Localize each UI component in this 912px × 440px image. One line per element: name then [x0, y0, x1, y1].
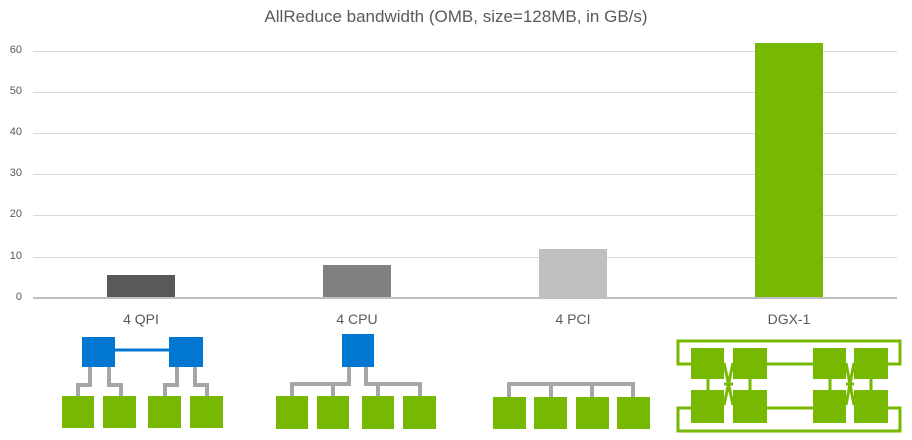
- gpu-icon: [691, 348, 724, 379]
- gpu-icon: [534, 397, 567, 429]
- gpu-icon: [813, 348, 846, 379]
- gpu-icon: [493, 397, 526, 429]
- gpu-icon: [403, 396, 436, 429]
- gpu-icon: [317, 396, 349, 429]
- cpu-icon: [82, 337, 115, 367]
- y-tick-50: 50: [9, 85, 22, 97]
- y-tick-20: 20: [9, 208, 22, 220]
- gridline-30: [33, 174, 897, 175]
- gridline-50: [33, 92, 897, 93]
- gpu-icon: [576, 397, 609, 429]
- y-tick-40: 40: [9, 126, 22, 138]
- gpu-icon: [62, 396, 94, 428]
- y-tick-10: 10: [9, 250, 22, 262]
- gridline-10: [33, 257, 897, 258]
- y-tick-30: 30: [9, 167, 22, 179]
- diagram-4-pci: [493, 382, 650, 429]
- gpu-icon: [854, 348, 888, 379]
- gpu-icon: [854, 390, 888, 423]
- gridline-20: [33, 215, 897, 216]
- gpu-icon: [617, 397, 650, 429]
- gpu-icon: [148, 396, 181, 428]
- x-axis-line: [33, 297, 897, 299]
- gridline-60: [33, 51, 897, 52]
- gpu-icon: [276, 396, 308, 429]
- gridline-40: [33, 133, 897, 134]
- bar-4-qpi: [107, 274, 175, 298]
- gpu-icon: [103, 396, 136, 428]
- y-tick-60: 60: [9, 44, 22, 56]
- cpu-icon: [169, 337, 203, 367]
- gpu-icon: [733, 348, 767, 379]
- category-label-dgx-1: DGX-1: [767, 311, 811, 327]
- gpu-icon: [733, 390, 767, 423]
- diagram-4-qpi: [62, 337, 223, 428]
- gpu-icon: [362, 396, 394, 429]
- category-label-4-cpu: 4 CPU: [336, 311, 378, 327]
- diagram-4-cpu: [276, 334, 436, 429]
- gpu-icon: [813, 390, 846, 423]
- y-tick-0: 0: [15, 291, 22, 303]
- bar-dgx-1: [755, 42, 823, 298]
- category-label-4-qpi: 4 QPI: [123, 311, 159, 327]
- gpu-icon: [691, 390, 724, 423]
- gpu-icon: [190, 396, 223, 428]
- cpu-icon: [342, 334, 374, 367]
- bar-4-pci: [539, 248, 607, 298]
- category-label-4-pci: 4 PCI: [555, 311, 591, 327]
- diagram-dgx-1: [676, 339, 902, 433]
- bar-4-cpu: [323, 265, 391, 298]
- chart-title: AllReduce bandwidth (OMB, size=128MB, in…: [264, 7, 648, 26]
